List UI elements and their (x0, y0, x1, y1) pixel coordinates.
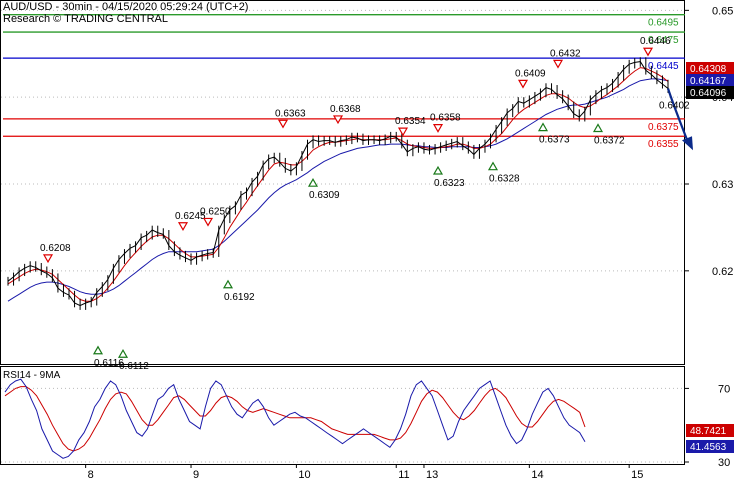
resistance-marker (552, 59, 564, 69)
resistance-marker (642, 47, 654, 57)
x-tick-label: 13 (426, 469, 438, 480)
pivot-label: 0.6354 (395, 116, 426, 127)
resistance-marker (332, 115, 344, 125)
level-label: 0.6475 (648, 35, 679, 46)
support-marker (487, 161, 499, 171)
resistance-marker (177, 222, 189, 231)
forecast-arrow-head (682, 136, 693, 151)
rsi-ma-line (4, 386, 586, 452)
rsi-badge-label: 41.4563 (690, 442, 727, 453)
pivot-label: 0.6250 (200, 206, 231, 217)
y-tick-label: 0.65 (712, 5, 733, 17)
resistance-marker (277, 119, 289, 129)
ma-slow-line (7, 78, 669, 302)
support-marker (117, 349, 129, 358)
support-marker (432, 165, 444, 175)
price-badge-label: 0.64096 (690, 88, 727, 99)
rsi-line (4, 378, 586, 459)
pivot-label: 0.6372 (594, 135, 625, 146)
resistance-marker (517, 79, 529, 89)
support-marker (537, 122, 549, 132)
pivot-label: 0.6373 (539, 135, 570, 146)
price-badge (686, 62, 734, 75)
x-tick-label: 10 (298, 469, 310, 480)
pivot-label: 0.6245 (175, 211, 206, 222)
pivot-label: 0.6116 (94, 358, 124, 369)
chart-title: AUD/USD - 30min - 04/15/2020 05:29:24 (U… (3, 1, 249, 13)
pivot-label: 0.6402 (659, 100, 690, 111)
support-marker (307, 177, 319, 187)
rsi-y-tick-label: 70 (718, 383, 730, 395)
price-line (7, 61, 669, 307)
price-badge-label: 0.64167 (690, 76, 727, 87)
pivot-label: 0.6323 (434, 178, 465, 189)
support-marker (92, 345, 104, 355)
rsi-panel-frame (0, 366, 685, 465)
y-tick-label: 0.62 (712, 266, 733, 278)
x-tick-label: 8 (88, 469, 94, 480)
rsi-badge (686, 424, 734, 437)
level-label: 0.6445 (648, 61, 679, 72)
x-tick-label: 9 (193, 469, 199, 480)
price-badge (686, 86, 734, 99)
level-label: 0.6495 (648, 18, 679, 29)
resistance-marker (397, 127, 409, 137)
pivot-label: 0.6208 (40, 243, 71, 254)
x-tick-label: 14 (531, 469, 543, 480)
pivot-label: 0.6363 (275, 108, 306, 119)
rsi-badge-label: 48.7421 (690, 426, 727, 437)
pivot-label: 0.6409 (515, 68, 546, 79)
resistance-marker (432, 124, 444, 133)
pivot-label: 0.6368 (330, 104, 361, 115)
x-tick-label: 15 (631, 469, 643, 480)
rsi-badge (686, 440, 734, 453)
pivot-label: 0.6309 (309, 190, 340, 201)
forecast-arrow-line (666, 88, 690, 143)
pivot-label: 0.6446 (640, 36, 671, 47)
level-label: 0.6375 (648, 122, 679, 133)
resistance-marker (42, 254, 54, 264)
pivot-label: 0.6358 (430, 113, 461, 124)
rsi-title: RSI14 - 9MA (3, 370, 61, 381)
level-label: 0.6355 (648, 139, 679, 150)
price-badge (686, 74, 734, 87)
pivot-label: 0.6328 (489, 174, 520, 185)
chart-source: Research © TRADING CENTRAL (3, 13, 168, 25)
price-badge-label: 0.64308 (690, 64, 727, 75)
support-marker (222, 279, 234, 289)
y-tick-label: 0.63 (712, 179, 733, 191)
resistance-marker (202, 217, 214, 227)
rsi-y-tick-label: 30 (718, 457, 730, 469)
pivot-label: 0.6192 (224, 292, 255, 303)
pivot-label: 0.6432 (550, 48, 581, 59)
main-panel-frame (0, 0, 685, 365)
support-marker (592, 123, 604, 133)
pivot-label: 0.6112 (119, 361, 149, 372)
x-tick-label: 11 (398, 469, 409, 480)
